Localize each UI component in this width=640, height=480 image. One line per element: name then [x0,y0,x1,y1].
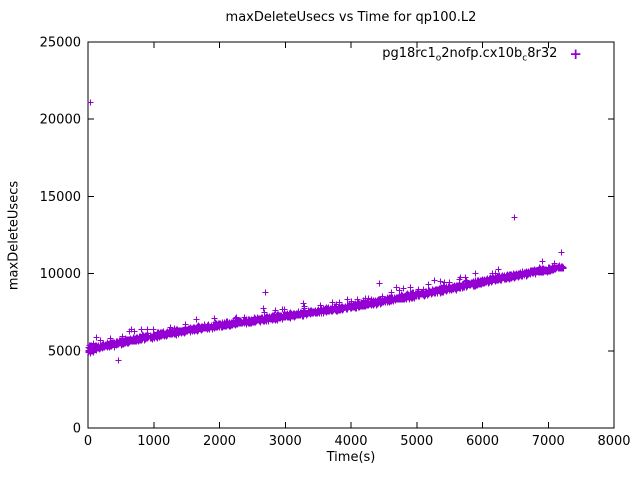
x-tick-label: 8000 [597,434,630,449]
chart-title: maxDeleteUsecs vs Time for qp100.L2 [225,10,477,25]
x-tick-label: 4000 [334,434,367,449]
x-tick-label: 2000 [203,434,236,449]
legend: pg18rc1o2nofp.cx10bc8r32 + [382,46,582,64]
x-tick-label: 1000 [137,434,170,449]
y-tick-label: 5000 [48,344,81,359]
y-tick-label: 0 [73,422,81,437]
legend-series-label: pg18rc1o2nofp.cx10bc8r32 [382,46,558,64]
x-tick-label: 7000 [532,434,565,449]
y-tick-label: 15000 [40,190,81,205]
plot-border [87,41,615,429]
legend-plus-marker-icon: + [569,45,582,64]
x-tick-label: 6000 [466,434,499,449]
y-tick-label: 10000 [40,267,81,282]
scatter-series-points [85,99,567,364]
y-tick-label: 25000 [40,36,81,51]
x-axis-label: Time(s) [326,450,376,465]
x-tick-label: 5000 [400,434,433,449]
x-tick-label: 0 [84,434,92,449]
x-tick-label: 3000 [269,434,302,449]
y-tick-label: 20000 [40,113,81,128]
y-axis-label: maxDeleteUsecs [6,180,22,291]
